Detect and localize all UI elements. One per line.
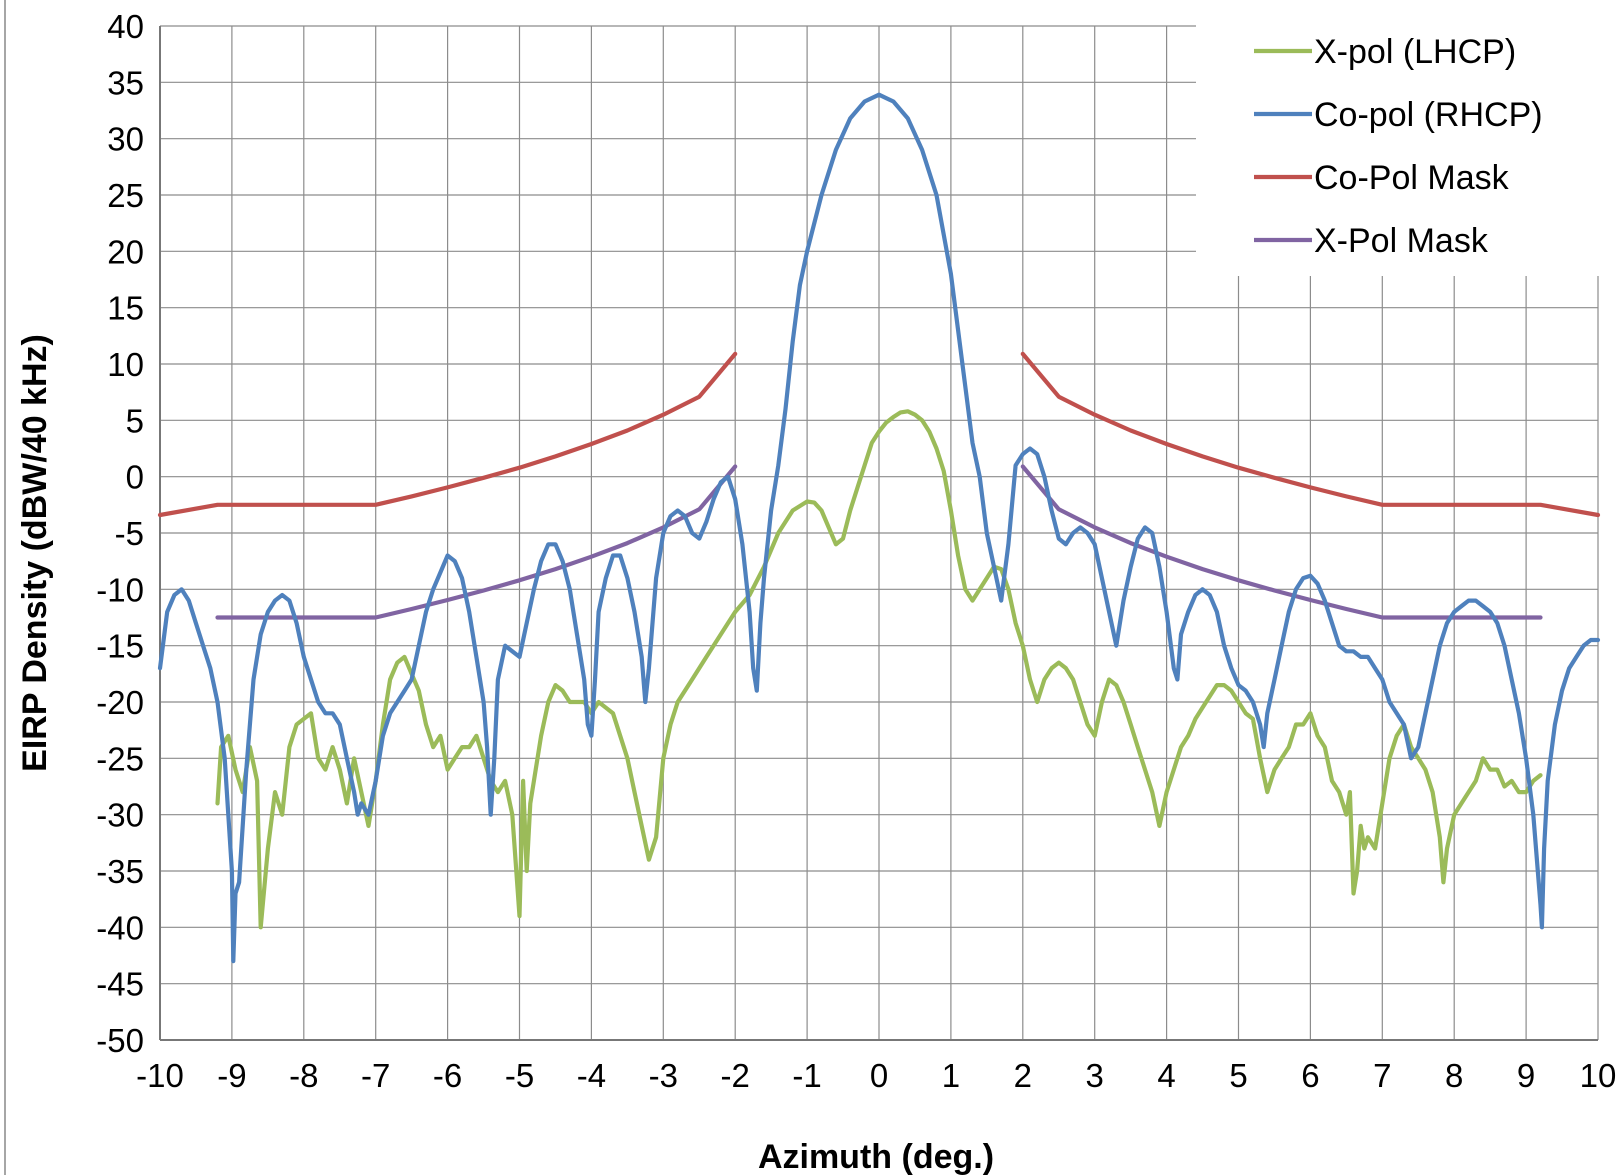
x-tick-label: 0 — [870, 1057, 888, 1094]
x-tick-label: -9 — [217, 1057, 246, 1094]
x-tick-label: -6 — [433, 1057, 462, 1094]
grid — [159, 25, 1599, 1041]
x-tick-label: -1 — [792, 1057, 821, 1094]
legend-label: X-Pol Mask — [1314, 222, 1489, 260]
y-tick-label: 35 — [107, 64, 144, 101]
x-tick-label: -7 — [361, 1057, 390, 1094]
y-tick-label: 5 — [126, 402, 144, 439]
x-tick-label: -4 — [577, 1057, 606, 1094]
series-line-0 — [215, 409, 1543, 930]
x-tick-label: 1 — [942, 1057, 960, 1094]
x-tick-label: -5 — [505, 1057, 534, 1094]
x-tick-label: 4 — [1157, 1057, 1175, 1094]
y-tick-label: -35 — [96, 853, 144, 890]
legend-box — [1196, 18, 1614, 276]
x-axis-title: Azimuth (deg.) — [758, 1138, 994, 1175]
y-tick-label: 0 — [126, 459, 144, 496]
x-tick-label: 5 — [1229, 1057, 1247, 1094]
legend: X-pol (LHCP) Co-pol (RHCP) Co-Pol Mask X-Po… — [1196, 18, 1614, 276]
y-tick-label: -50 — [96, 1022, 144, 1059]
y-tick-label: -20 — [96, 684, 144, 721]
y-tick-label: 10 — [107, 346, 144, 383]
y-tick-label: -25 — [96, 740, 144, 777]
x-tick-label: 2 — [1014, 1057, 1032, 1094]
x-tick-label: 10 — [1580, 1057, 1617, 1094]
legend-label: Co-pol (RHCP) — [1314, 96, 1543, 134]
x-tick-label: 7 — [1373, 1057, 1391, 1094]
y-axis-title: EIRP Density (dBW/40 kHz) — [16, 334, 54, 772]
series-lines — [157, 92, 1601, 964]
x-tick-label: -10 — [136, 1057, 184, 1094]
y-tick-label: 30 — [107, 121, 144, 158]
y-tick-label: 40 — [107, 8, 144, 45]
y-tick-label: -5 — [115, 515, 144, 552]
y-tick-label: -15 — [96, 628, 144, 665]
x-tick-label: -2 — [721, 1057, 750, 1094]
x-tick-label: -8 — [289, 1057, 318, 1094]
y-tick-label: -30 — [96, 797, 144, 834]
x-tick-label: -3 — [649, 1057, 678, 1094]
y-tick-label: -45 — [96, 966, 144, 1003]
x-tick-label: 3 — [1086, 1057, 1104, 1094]
y-tick-label: 20 — [107, 233, 144, 270]
axes: -10 -9 -8 -7 -6 -5 -4 -3 -2 -1 0 1 2 3 4 5 6 7 8 9 104035302… — [96, 8, 1616, 1094]
legend-label: X-pol (LHCP) — [1314, 33, 1516, 71]
y-tick-label: -10 — [96, 571, 144, 608]
y-tick-label: 15 — [107, 290, 144, 327]
series-line-1 — [157, 92, 1601, 964]
figure-left-border — [4, 0, 6, 1175]
y-tick-label: 25 — [107, 177, 144, 214]
x-tick-label: 6 — [1301, 1057, 1319, 1094]
x-tick-label: 9 — [1517, 1057, 1535, 1094]
series-line-2 — [157, 351, 1601, 518]
y-tick-label: -40 — [96, 909, 144, 946]
axis-titles: Azimuth (deg.) EIRP Density (dBW/40 kHz) — [16, 334, 994, 1175]
legend-label: Co-Pol Mask — [1314, 159, 1510, 197]
x-tick-label: 8 — [1445, 1057, 1463, 1094]
